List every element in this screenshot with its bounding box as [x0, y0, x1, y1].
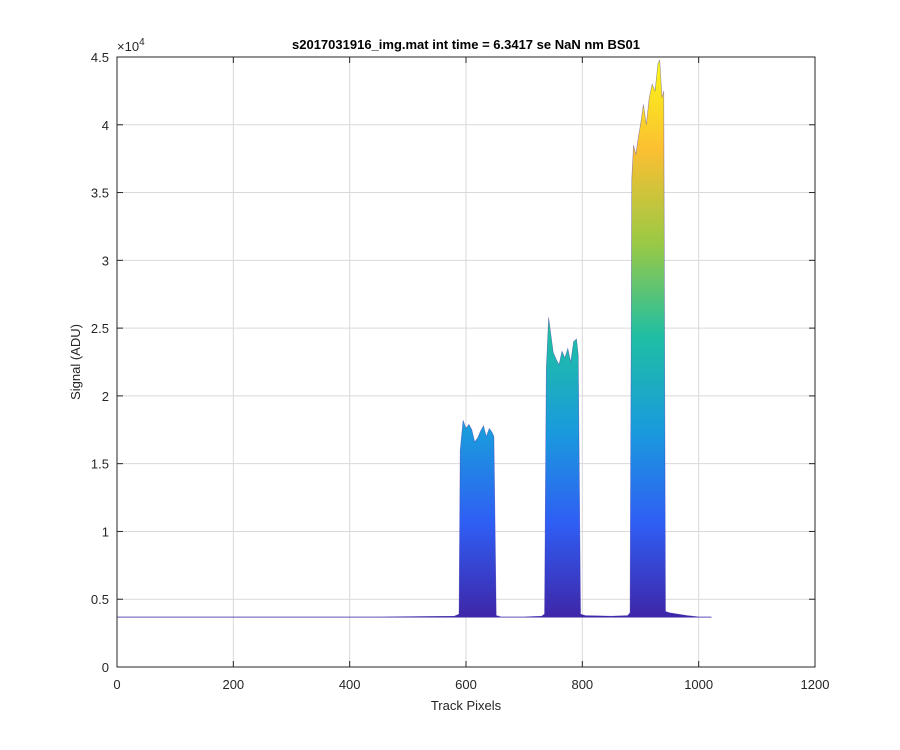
- y-tick-label: 3.5: [91, 186, 109, 201]
- chart-title: s2017031916_img.mat int time = 6.3417 se…: [292, 37, 640, 52]
- y-tick-label: 2: [102, 389, 109, 404]
- x-axis-label: Track Pixels: [431, 698, 502, 713]
- y-tick-label: 0: [102, 660, 109, 675]
- y-tick-label: 1.5: [91, 457, 109, 472]
- x-tick-label: 1000: [684, 677, 713, 692]
- signal-area: [117, 59, 712, 618]
- x-tick-label: 1200: [801, 677, 830, 692]
- y-tick-label: 4: [102, 118, 109, 133]
- x-tick-label: 800: [571, 677, 593, 692]
- x-tick-label: 600: [455, 677, 477, 692]
- y-exponent-power: 4: [139, 37, 145, 48]
- y-tick-label: 1: [102, 524, 109, 539]
- y-exponent-base: ×10: [117, 39, 139, 54]
- y-tick-label: 2.5: [91, 321, 109, 336]
- y-axis-label: Signal (ADU): [68, 324, 83, 400]
- axis-ticks: 0 200 400 600 800 1000 1200 0 0.5 1 1.5 2 2.5 3 3.5 4 4.…: [91, 50, 830, 692]
- y-tick-label: 4.5: [91, 50, 109, 65]
- plot-data: [117, 59, 712, 618]
- signal-line: [117, 59, 712, 618]
- y-tick-label: 0.5: [91, 592, 109, 607]
- x-tick-label: 400: [339, 677, 361, 692]
- y-exponent-label: ×104: [117, 37, 145, 54]
- x-tick-label: 200: [222, 677, 244, 692]
- y-tick-label: 3: [102, 253, 109, 268]
- x-tick-label: 0: [113, 677, 120, 692]
